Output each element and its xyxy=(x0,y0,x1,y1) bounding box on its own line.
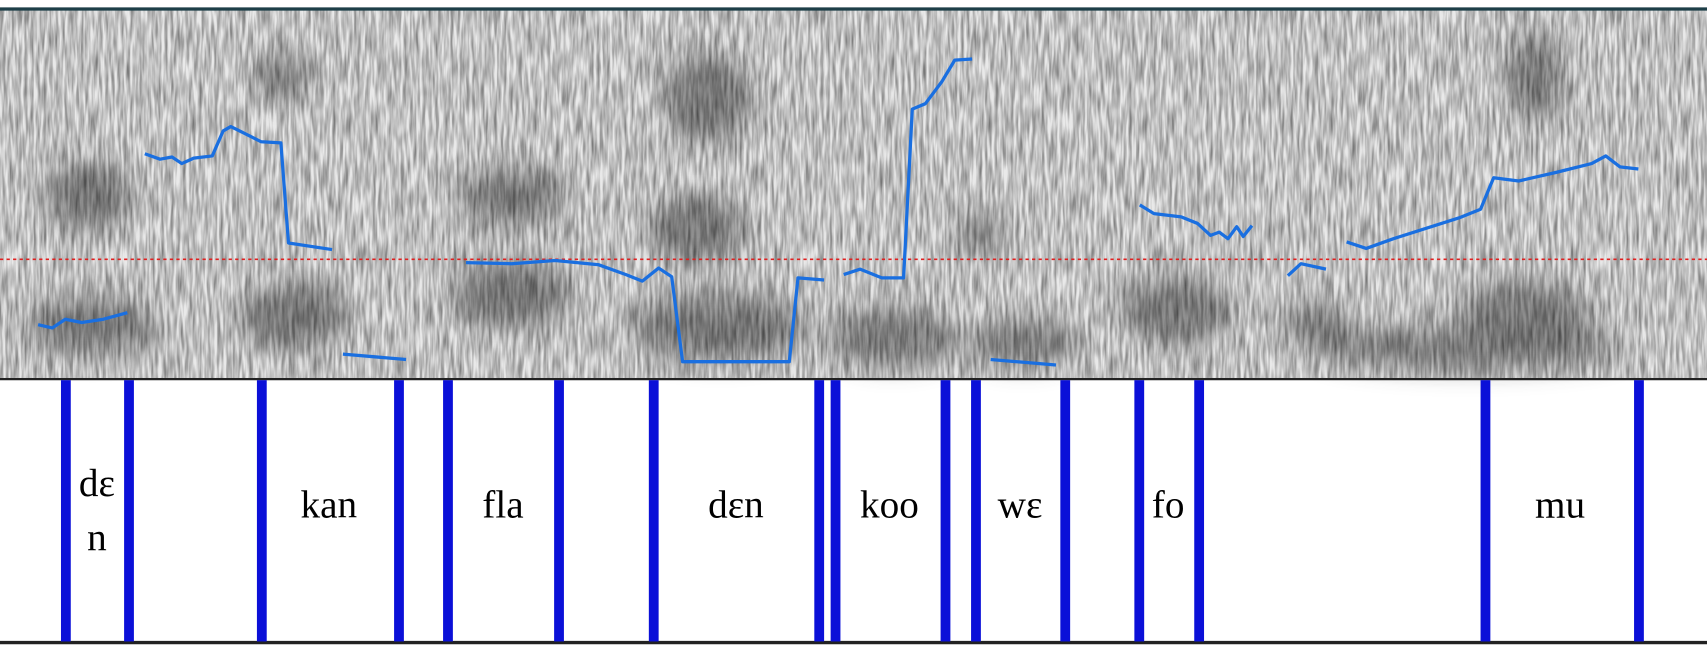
page: dɛ n kan fla dɛn koo wɛ fo mu (() => { c… xyxy=(0,0,1707,645)
interval-label: koo xyxy=(860,484,919,527)
interval-label: kan xyxy=(300,484,357,527)
interval-label: n xyxy=(87,516,107,559)
spectrogram xyxy=(0,10,1707,378)
interval-label: dɛn xyxy=(708,484,764,527)
interval-label: dɛ xyxy=(79,462,115,505)
interval-label: wɛ xyxy=(998,484,1043,527)
interval-label: fo xyxy=(1152,484,1185,527)
boundaries xyxy=(61,380,1644,641)
interval-label: mu xyxy=(1535,484,1585,527)
interval-label: fla xyxy=(482,484,523,527)
praat-view: dɛ n kan fla dɛn koo wɛ fo mu xyxy=(0,0,1707,645)
